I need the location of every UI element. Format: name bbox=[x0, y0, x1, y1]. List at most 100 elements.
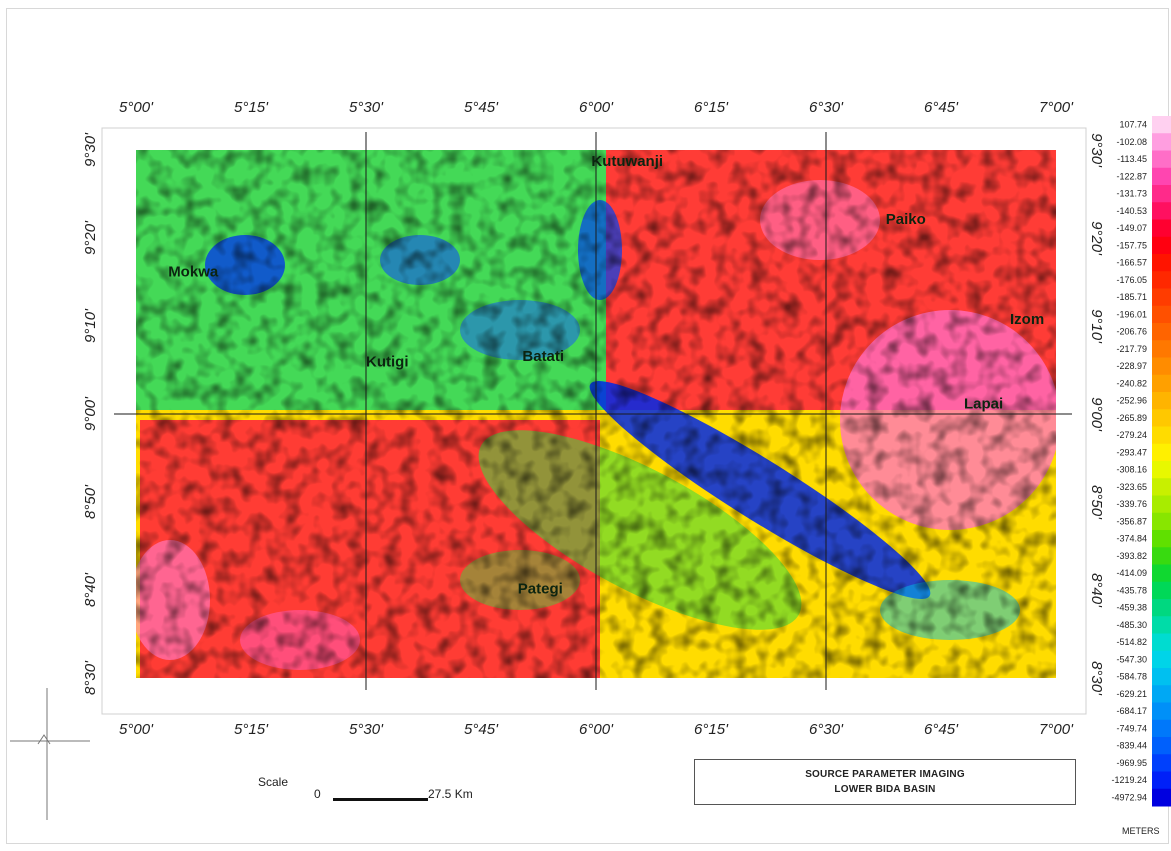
longitude-tick-label-top: 6°00' bbox=[579, 99, 614, 116]
colorbar-swatch bbox=[1152, 305, 1171, 324]
longitude-tick-label-top: 6°45' bbox=[924, 99, 959, 116]
map-title: SOURCE PARAMETER IMAGING bbox=[805, 769, 965, 780]
colorbar-swatch bbox=[1152, 185, 1171, 203]
colorbar-value-label: -414.09 bbox=[1116, 568, 1147, 578]
latitude-tick-label-right: 9°10' bbox=[1088, 309, 1105, 344]
graticule bbox=[101, 127, 1087, 715]
colorbar-swatch bbox=[1152, 392, 1171, 410]
colorbar-swatch bbox=[1152, 409, 1171, 427]
colorbar-swatch bbox=[1152, 564, 1171, 583]
colorbar-value-label: -308.16 bbox=[1116, 465, 1147, 475]
place-label: Kutuwanji bbox=[591, 153, 663, 170]
longitude-tick-label-bottom: 6°15' bbox=[694, 721, 729, 738]
latitude-tick-label-left: 9°30' bbox=[82, 132, 99, 167]
colorbar-value-label: -265.89 bbox=[1116, 413, 1147, 423]
scale-label: Scale bbox=[258, 775, 289, 789]
longitude-tick-label-top: 6°30' bbox=[809, 99, 844, 116]
colorbar-value-label: -356.87 bbox=[1116, 516, 1147, 526]
colorbar-value-label: -749.74 bbox=[1116, 723, 1147, 733]
latitude-tick-label-right: 8°40' bbox=[1088, 573, 1105, 608]
colorbar-swatch bbox=[1152, 461, 1171, 479]
colorbar-value-label: -185.71 bbox=[1116, 292, 1147, 302]
colorbar-swatch bbox=[1152, 374, 1171, 393]
colorbar-value-label: -374.84 bbox=[1116, 534, 1147, 544]
latitude-tick-label-right: 9°30' bbox=[1088, 133, 1105, 168]
colorbar-value-label: -113.45 bbox=[1117, 154, 1147, 164]
colorbar-swatch bbox=[1152, 202, 1171, 220]
colorbar-value-label: -279.24 bbox=[1116, 430, 1147, 440]
colorbar-swatch bbox=[1152, 271, 1171, 289]
longitude-tick-label-bottom: 7°00' bbox=[1039, 721, 1074, 738]
latitude-tick-label-left: 8°50' bbox=[82, 484, 99, 519]
latitude-tick-label-left: 8°40' bbox=[82, 572, 99, 607]
colorbar-value-label: -228.97 bbox=[1116, 361, 1147, 371]
longitude-tick-label-bottom: 5°00' bbox=[119, 721, 154, 738]
scale-bar bbox=[333, 798, 428, 801]
colorbar-value-label: -122.87 bbox=[1116, 171, 1147, 181]
longitude-tick-label-bottom: 5°15' bbox=[234, 721, 269, 738]
colorbar-swatch bbox=[1152, 133, 1171, 151]
colorbar-value-label: -969.95 bbox=[1116, 758, 1147, 768]
place-label: Batati bbox=[522, 348, 564, 365]
colorbar-value-label: -684.17 bbox=[1116, 706, 1147, 716]
colorbar-value-label: -102.08 bbox=[1116, 137, 1147, 147]
colorbar-swatch bbox=[1152, 340, 1171, 358]
colorbar-swatch bbox=[1152, 547, 1171, 565]
longitude-tick-label-top: 5°45' bbox=[464, 99, 499, 116]
colorbar-value-label: -293.47 bbox=[1116, 447, 1147, 457]
colorbar-value-label: -514.82 bbox=[1116, 637, 1147, 647]
colorbar-swatch bbox=[1152, 737, 1171, 755]
colorbar-swatch bbox=[1152, 167, 1171, 186]
colorbar-swatch bbox=[1152, 530, 1171, 548]
colorbar-value-label: -140.53 bbox=[1116, 206, 1147, 216]
latitude-tick-label-left: 9°20' bbox=[82, 220, 99, 255]
colorbar: 107.74 -102.08 -113.45 -122.87 -131.73 -140.5… bbox=[1111, 116, 1171, 807]
map-neatline bbox=[101, 127, 1087, 715]
colorbar-value-label: -4972.94 bbox=[1111, 792, 1147, 802]
colorbar-value-label: -435.78 bbox=[1116, 585, 1147, 595]
longitude-tick-label-top: 5°00' bbox=[119, 99, 154, 116]
place-label: Mokwa bbox=[168, 264, 219, 281]
place-label: Paiko bbox=[886, 211, 926, 228]
colorbar-swatch bbox=[1152, 478, 1171, 496]
colorbar-value-label: -547.30 bbox=[1116, 654, 1147, 664]
map-title-box: SOURCE PARAMETER IMAGING LOWER BIDA BASI… bbox=[694, 759, 1076, 805]
colorbar-value-label: -839.44 bbox=[1116, 741, 1147, 751]
colorbar-swatch bbox=[1152, 771, 1171, 790]
colorbar-swatch bbox=[1152, 323, 1171, 341]
place-label: Kutigi bbox=[366, 353, 409, 370]
longitude-tick-label-top: 5°15' bbox=[234, 99, 269, 116]
longitude-tick-label-bottom: 6°30' bbox=[809, 721, 844, 738]
colorbar-swatch bbox=[1152, 616, 1171, 634]
place-label: Pategi bbox=[518, 581, 563, 598]
scale-zero-label: 0 bbox=[314, 787, 321, 801]
colorbar-swatch bbox=[1152, 754, 1171, 772]
colorbar-value-label: -629.21 bbox=[1116, 689, 1147, 699]
longitude-tick-label-top: 7°00' bbox=[1039, 99, 1074, 116]
colorbar-value-label: -157.75 bbox=[1116, 240, 1147, 250]
latitude-tick-label-right: 8°50' bbox=[1088, 485, 1105, 520]
place-label: Izom bbox=[1010, 311, 1044, 328]
longitude-tick-label-bottom: 6°45' bbox=[924, 721, 959, 738]
north-arrow bbox=[10, 688, 90, 820]
longitude-tick-label-top: 5°30' bbox=[349, 99, 384, 116]
longitude-tick-label-bottom: 5°45' bbox=[464, 721, 499, 738]
colorbar-value-label: -206.76 bbox=[1116, 327, 1147, 337]
colorbar-value-label: 107.74 bbox=[1119, 120, 1147, 130]
colorbar-swatch bbox=[1152, 495, 1171, 514]
colorbar-swatch bbox=[1152, 668, 1171, 686]
colorbar-swatch bbox=[1152, 357, 1171, 376]
latitude-tick-label-left: 9°00' bbox=[82, 396, 99, 431]
latitude-tick-label-left: 8°30' bbox=[82, 660, 99, 695]
colorbar-value-label: -459.38 bbox=[1116, 603, 1147, 613]
colorbar-value-label: -176.05 bbox=[1116, 275, 1147, 285]
longitude-tick-label-top: 6°15' bbox=[694, 99, 729, 116]
colorbar-swatch bbox=[1152, 236, 1171, 255]
colorbar-swatch bbox=[1152, 633, 1171, 652]
place-labels: Kutuwanji Paiko Mokwa Izom Kutigi Batati Lapai… bbox=[168, 153, 1044, 598]
place-label: Lapai bbox=[964, 396, 1003, 413]
longitude-tick-label-bottom: 6°00' bbox=[579, 721, 614, 738]
colorbar-value-label: -166.57 bbox=[1116, 258, 1147, 268]
colorbar-value-label: -323.65 bbox=[1116, 482, 1147, 492]
